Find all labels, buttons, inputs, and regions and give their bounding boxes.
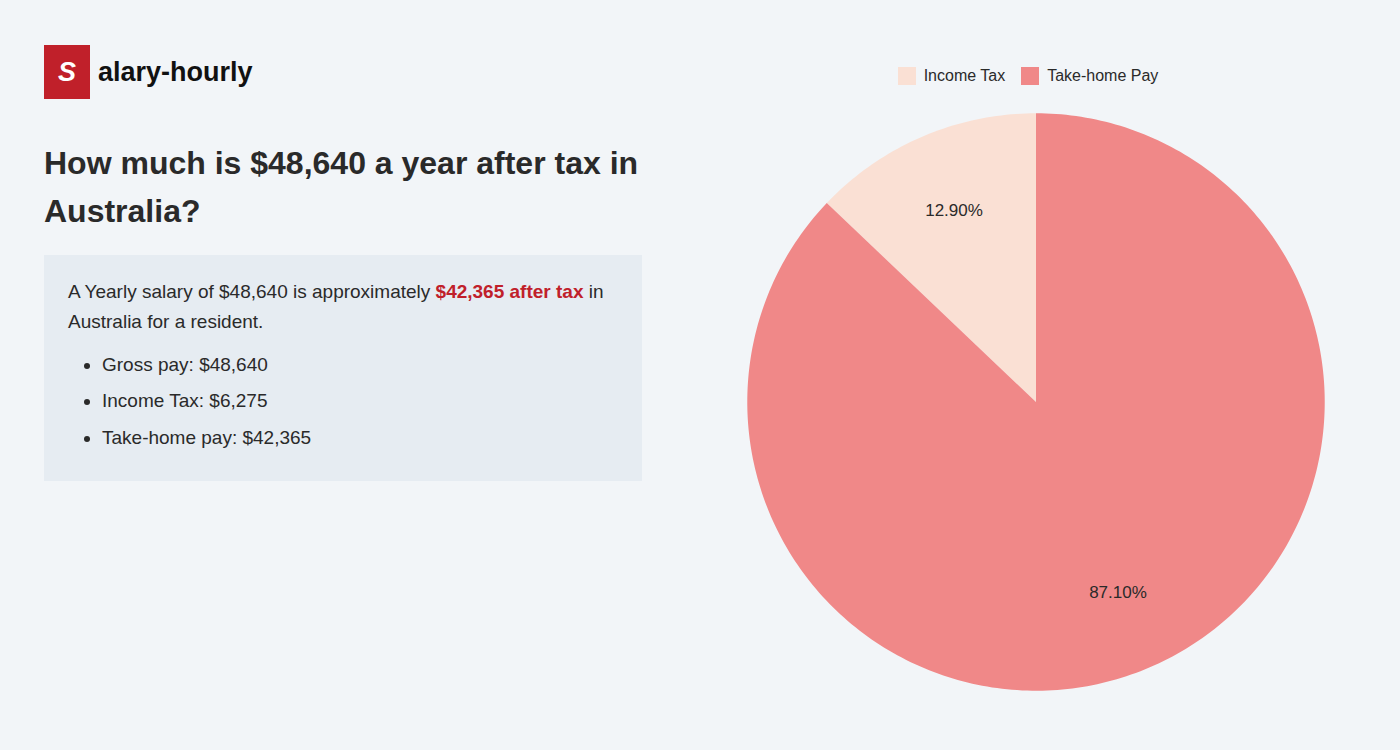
html-text:Take-home Pay: Take-home Pay <box>1047 67 1159 84</box>
html-text:Take-home pay: $42,365: Take-home pay: $42,365 <box>102 426 312 448</box>
html-text:How much is $48,640 a year aft: How much is $48,640 a year after tax in … <box>44 145 639 229</box>
svg-text:12.90%: 12.90% <box>925 201 983 220</box>
svg-text:87.10%: 87.10% <box>1089 583 1147 602</box>
html-text:A Yearly salary of $48,640 is: A Yearly salary of $48,640 is approximat… <box>68 281 604 333</box>
html-text:S: S <box>58 56 76 87</box>
html-text:Income Tax: Income Tax <box>923 67 1006 84</box>
html-text:Income Tax: $6,275: Income Tax: $6,275 <box>102 390 268 412</box>
html-text:Gross pay: $48,640: Gross pay: $48,640 <box>102 353 268 375</box>
html-text:alary-hourly: alary-hourly <box>98 56 253 87</box>
